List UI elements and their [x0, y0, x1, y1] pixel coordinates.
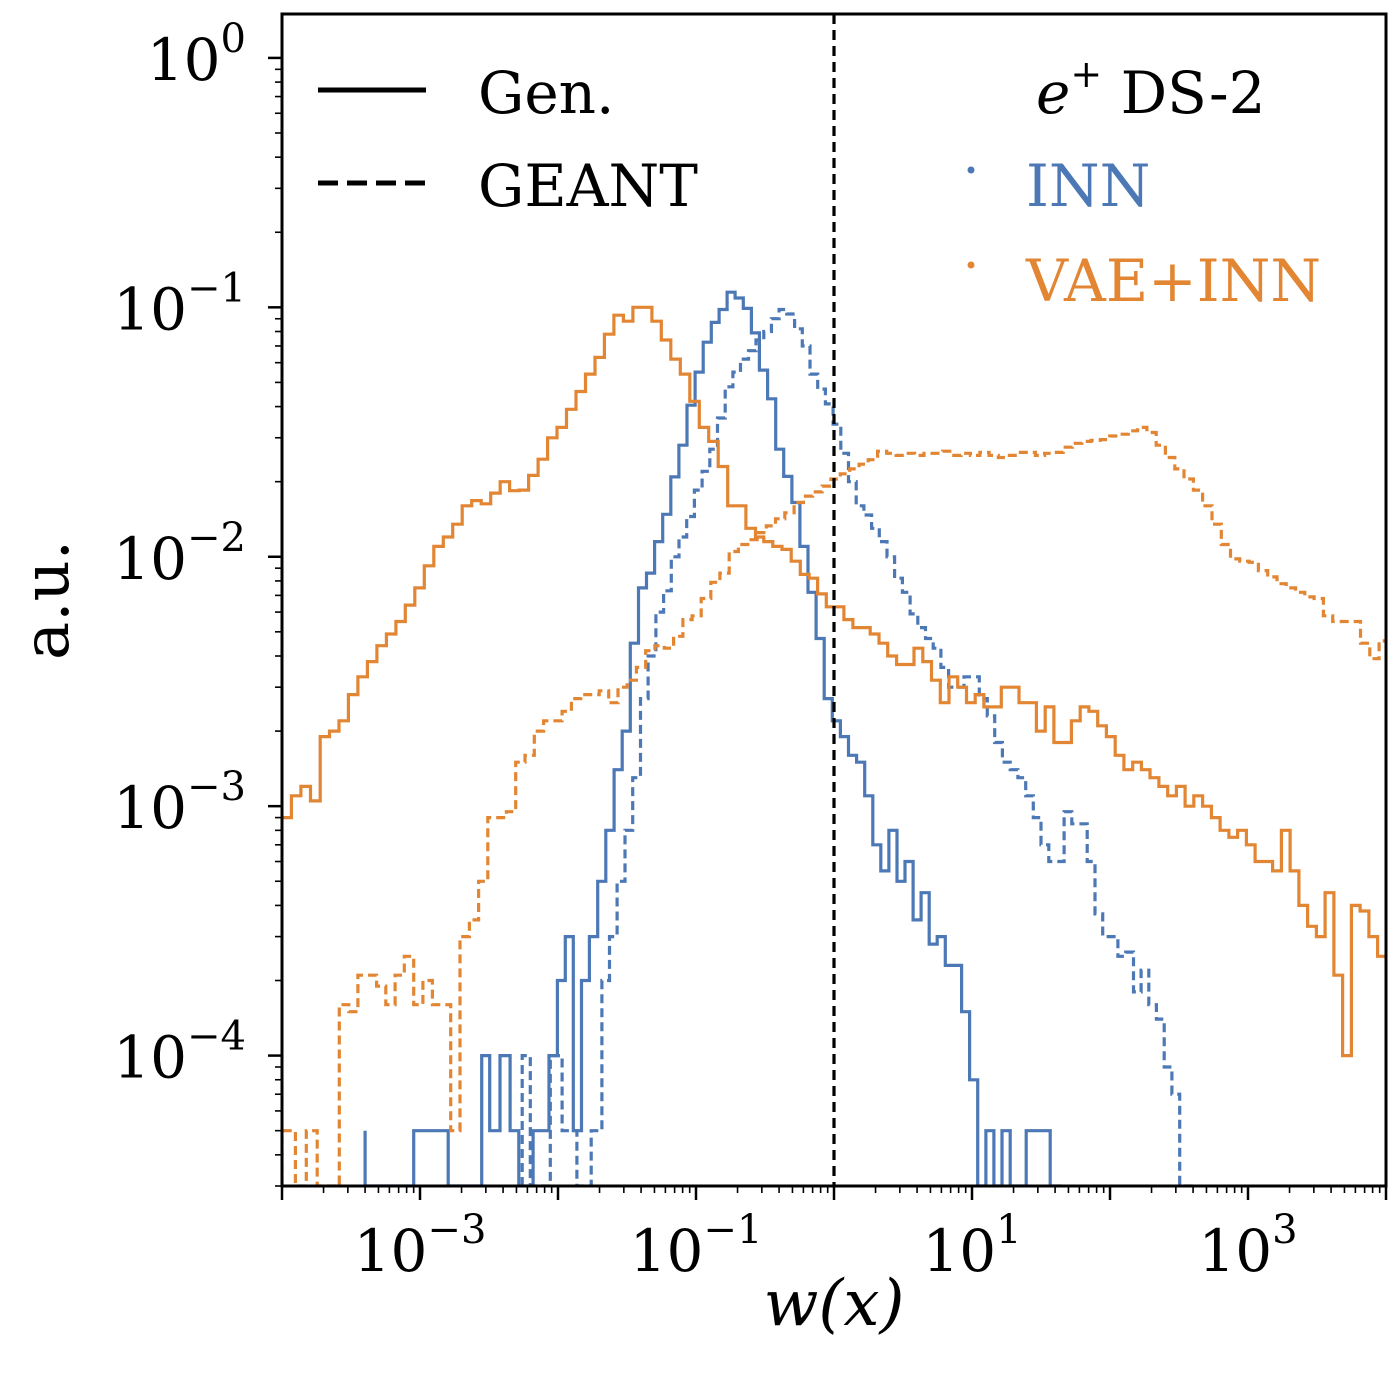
legend-series: e+ DS-2 INN VAE+INN [967, 52, 1321, 315]
y-tick-label-exp: 0 [221, 16, 246, 62]
legend-title-particle: e [1036, 59, 1070, 127]
y-tick-label-base: 10 [147, 26, 221, 94]
y-tick-label: 100 [147, 16, 246, 94]
legend-solid-label: Gen. [478, 59, 614, 127]
y-tick-label: 10−1 [113, 265, 246, 343]
x-tick-label-exp: −3 [427, 1207, 486, 1253]
legend-title-charge: + [1070, 52, 1102, 96]
legend-title-dataset: DS-2 [1102, 59, 1265, 127]
y-tick-label-exp: −2 [187, 515, 246, 561]
y-tick-label: 10−4 [113, 1014, 246, 1092]
series-layer [282, 290, 1386, 1186]
legend-inn-label: INN [1026, 152, 1150, 220]
x-tick-label-base: 10 [630, 1217, 704, 1285]
y-tick-label-base: 10 [113, 774, 187, 842]
legend-vae-inn-marker [967, 261, 975, 269]
y-tick-label-exp: −3 [187, 764, 246, 810]
y-tick-label-base: 10 [113, 275, 187, 343]
series-vae-inn-gen- [282, 305, 1386, 1058]
series-inn-geant [520, 307, 1194, 1186]
legend-series-title: e+ DS-2 [1036, 52, 1265, 127]
y-tick-label-exp: −1 [187, 265, 246, 311]
ticks-layer [268, 56, 1388, 1200]
y-axis-title: a.u. [10, 540, 84, 660]
y-tick-label-base: 10 [113, 1024, 187, 1092]
legend-dashed-label: GEANT [478, 152, 698, 220]
y-tick-label: 10−2 [113, 515, 246, 593]
legend-vae-inn-label: VAE+INN [1025, 247, 1321, 315]
legend-inn-marker [967, 166, 975, 174]
x-tick-label-base: 10 [354, 1217, 428, 1285]
x-axis-title: w(x) [764, 1267, 905, 1341]
y-tick-label-base: 10 [113, 525, 187, 593]
x-tick-label-base: 10 [1198, 1217, 1272, 1285]
x-tick-label: 10−1 [630, 1207, 763, 1285]
x-tick-label: 10−3 [354, 1207, 487, 1285]
y-tick-label-exp: −4 [187, 1014, 246, 1060]
series-inn-gen- [363, 290, 1063, 1186]
x-tick-label: 103 [1198, 1207, 1297, 1285]
legend-linestyle: Gen. GEANT [318, 59, 698, 220]
x-tick-label-base: 10 [922, 1217, 996, 1285]
x-tick-label-exp: 3 [1272, 1207, 1297, 1253]
x-tick-label-exp: 1 [996, 1207, 1021, 1253]
x-tick-label: 101 [922, 1207, 1021, 1285]
y-tick-label: 10−3 [113, 764, 246, 842]
series-vae-inn-geant [282, 425, 1386, 1186]
x-tick-label-exp: −1 [703, 1207, 762, 1253]
